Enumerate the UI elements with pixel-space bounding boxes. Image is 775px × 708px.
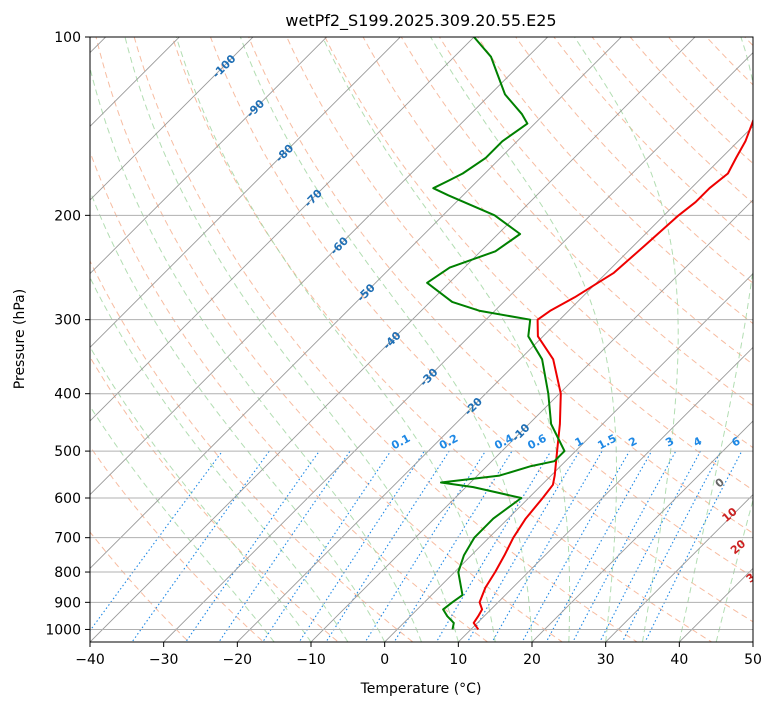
temperature-profile-line <box>472 118 753 630</box>
x-axis-ticks: −40 −30 −20 −10 0 10 20 30 40 50 <box>75 642 762 668</box>
x-tick-label: 30 <box>597 652 615 668</box>
dry-adiabat-line <box>90 356 340 642</box>
y-tick-label: 900 <box>54 595 81 611</box>
moist-adiabat-line <box>239 37 533 642</box>
moist-adiabats <box>90 37 753 642</box>
chart-title: wetPf2_S199.2025.309.20.55.E25 <box>285 11 556 31</box>
x-tick-label: −30 <box>149 652 179 668</box>
x-tick-label: 20 <box>523 652 541 668</box>
dry-adiabat-label: 30 <box>744 565 764 585</box>
y-tick-label: 800 <box>54 565 81 581</box>
dry-adiabat-line <box>477 37 753 325</box>
isotherm-line <box>163 52 753 642</box>
x-tick-label: 40 <box>670 652 688 668</box>
isotherm-line <box>531 420 753 642</box>
moist-adiabat-line <box>124 37 459 642</box>
dry-adiabat-line <box>171 37 713 642</box>
isotherm-line <box>90 37 328 275</box>
plot-frame <box>89 36 754 643</box>
isotherm-line <box>90 37 475 422</box>
isobar-gridlines <box>90 37 753 630</box>
dry-adiabats <box>90 37 753 642</box>
moist-adiabat-line <box>175 37 496 642</box>
y-tick-label: 100 <box>54 30 81 46</box>
y-axis-ticks: 100 200 300 400 500 600 700 800 900 1000 <box>45 30 90 638</box>
dry-adiabat-line <box>90 531 190 642</box>
x-tick-label: −40 <box>75 652 105 668</box>
isotherm-line <box>90 37 549 496</box>
isotherm-line <box>90 37 696 642</box>
isotherm-line <box>310 199 753 642</box>
moist-adiabat-line <box>678 37 753 642</box>
moist-adiabat-line <box>90 276 349 642</box>
y-tick-label: 200 <box>54 208 81 224</box>
moist-adiabat-line <box>90 189 386 642</box>
dry-adiabat-line <box>90 259 414 642</box>
dry-adiabat-line <box>209 37 753 623</box>
isotherm-line <box>90 37 254 201</box>
dry-adiabat-line <box>90 445 265 642</box>
dry-adiabat-line <box>438 37 753 366</box>
isotherm-line <box>90 37 622 569</box>
moist-adiabat-line <box>322 37 571 642</box>
moist-adiabat-line <box>90 65 422 642</box>
x-tick-label: −10 <box>296 652 326 668</box>
dry-adiabat-line <box>133 37 638 642</box>
x-tick-label: 10 <box>449 652 467 668</box>
y-axis-label: Pressure (hPa) <box>12 289 28 389</box>
moist-adiabat-line <box>90 405 275 642</box>
dewpoint-profile-line <box>426 37 566 630</box>
dry-adiabat-line <box>400 37 753 407</box>
isotherm-line <box>384 273 753 642</box>
isotherm-line <box>457 346 753 642</box>
y-tick-label: 600 <box>54 491 81 507</box>
dry-adiabat-line <box>248 37 753 578</box>
y-tick-label: 400 <box>54 387 81 403</box>
x-axis-label: Temperature (°C) <box>360 681 482 697</box>
dry-adiabat-line <box>95 37 564 642</box>
isotherm-line <box>90 37 401 348</box>
moist-adiabat-line <box>574 37 679 642</box>
y-tick-label: 500 <box>54 444 81 460</box>
moist-adiabat-line <box>715 498 753 642</box>
x-tick-label: −20 <box>223 652 253 668</box>
plot-area: -100-90-80-70-60-50-40-30-20-100.1 0.2 0.4… <box>90 37 764 642</box>
y-tick-label: 300 <box>54 313 81 329</box>
isotherm-line <box>605 494 753 642</box>
x-tick-label: 50 <box>744 652 762 668</box>
x-tick-label: 0 <box>380 652 389 668</box>
y-tick-label: 700 <box>54 531 81 547</box>
profile-lines <box>426 37 753 630</box>
y-tick-label: 1000 <box>45 622 81 638</box>
moist-adiabat-line <box>430 37 617 642</box>
dry-adiabat-line <box>286 37 753 534</box>
